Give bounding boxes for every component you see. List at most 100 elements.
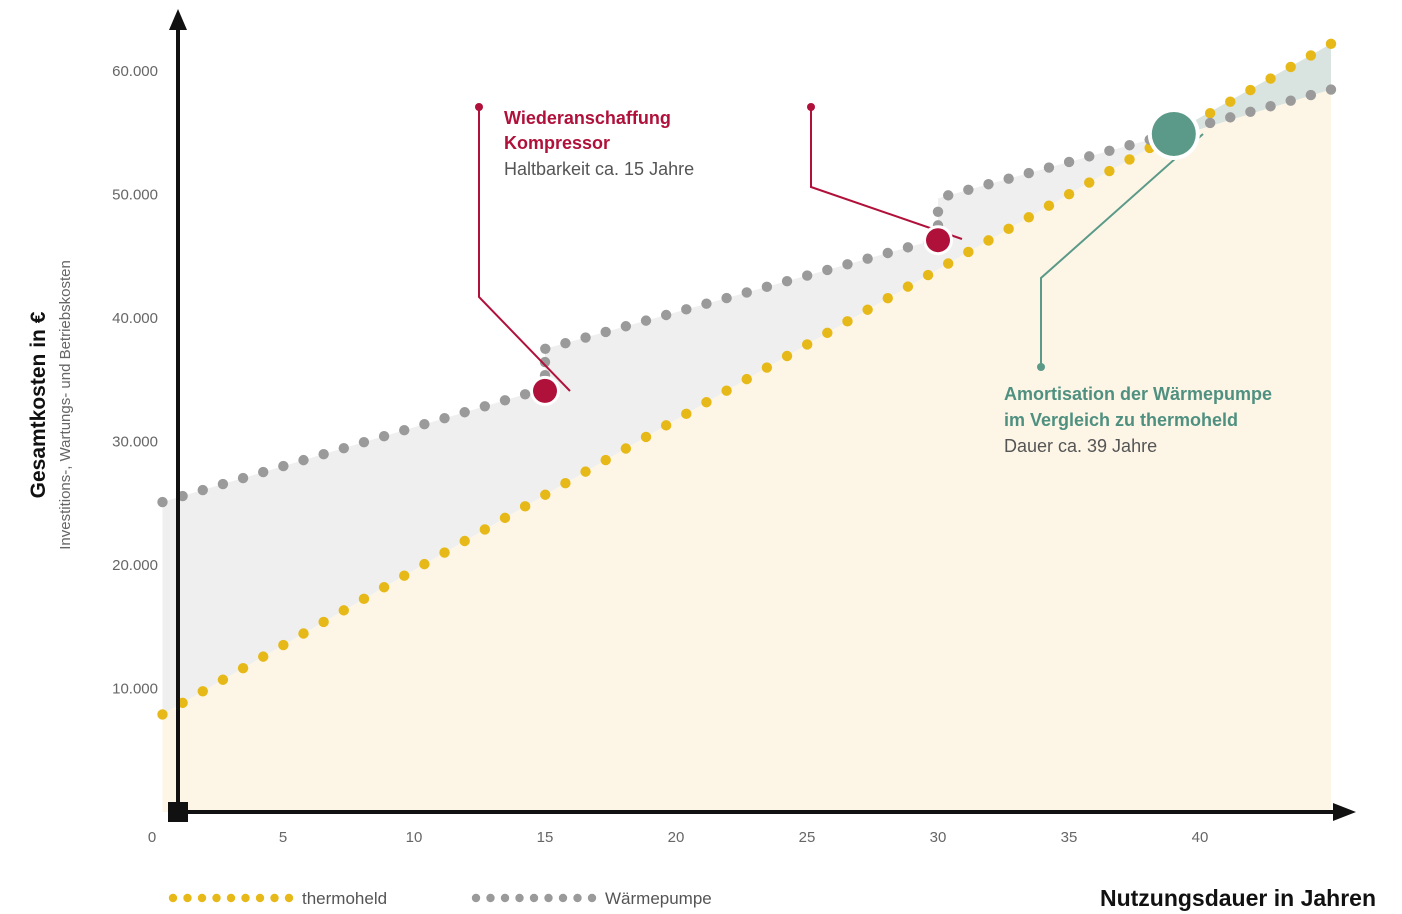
- thermoheld-point: [298, 628, 309, 639]
- y-axis-subtitle: Investitions-, Wartungs- und Betriebskos…: [57, 260, 74, 550]
- y-tick-label: 50.000: [112, 187, 158, 204]
- waermepumpe-point: [620, 321, 632, 332]
- annotation-amortisation-title-2: im Vergleich zu thermoheld: [1004, 410, 1238, 430]
- waermepumpe-point: [298, 454, 309, 466]
- thermoheld-point: [540, 489, 551, 500]
- annotation-amortisation-title-1: Amortisation der Wärmepumpe: [1004, 384, 1272, 404]
- thermoheld-legend-dot: [183, 893, 192, 903]
- thermoheld-point: [1305, 50, 1317, 61]
- leader-dot-amortisation: [1037, 363, 1045, 371]
- thermoheld-point: [1084, 177, 1095, 188]
- thermoheld-legend-dot: [270, 893, 279, 903]
- waermepumpe-point: [1225, 112, 1236, 123]
- waermepumpe-point: [560, 337, 571, 349]
- x-tick-label: 5: [279, 829, 287, 846]
- thermoheld-point: [580, 466, 591, 477]
- thermoheld-point: [177, 697, 188, 709]
- waermepumpe-jump-point: [932, 206, 944, 217]
- x-tick-label: 10: [406, 829, 423, 846]
- waermepumpe-point: [177, 490, 188, 502]
- leader-line-amortisation: [1040, 133, 1204, 367]
- waermepumpe-point: [1043, 162, 1055, 173]
- x-tick-label: 40: [1192, 829, 1209, 846]
- waermepumpe-point: [902, 242, 914, 253]
- waermepumpe-point: [358, 436, 370, 448]
- thermoheld-point: [358, 593, 370, 605]
- waermepumpe-point: [197, 484, 208, 496]
- legend-label-waermepumpe: Wärmepumpe: [605, 889, 712, 908]
- x-tick-label: 0: [148, 829, 156, 846]
- waermepumpe-point: [983, 179, 994, 190]
- thermoheld-point: [560, 477, 571, 489]
- waermepumpe-legend-dot: [587, 893, 597, 903]
- waermepumpe-point: [1124, 140, 1135, 151]
- waermepumpe-point: [499, 395, 511, 406]
- thermoheld-point: [1325, 38, 1337, 50]
- thermoheld-point: [197, 686, 208, 697]
- thermoheld-point: [1285, 61, 1296, 73]
- thermoheld-point: [1023, 212, 1034, 223]
- thermoheld-point: [1225, 96, 1236, 107]
- waermepumpe-point: [237, 472, 249, 484]
- thermoheld-point: [237, 662, 249, 674]
- x-tick-label: 35: [1061, 829, 1078, 846]
- thermoheld-point: [278, 639, 289, 651]
- y-tick-labels: 10.000 20.000 30.000 40.000 50.000 60.000: [112, 63, 158, 698]
- annotation-amortisation-line: [1037, 133, 1204, 371]
- thermoheld-point: [399, 570, 410, 581]
- waermepumpe-point: [1063, 156, 1075, 168]
- thermoheld-point: [943, 258, 954, 269]
- thermoheld-point: [862, 304, 873, 315]
- x-axis-title: Nutzungsdauer in Jahren: [1100, 885, 1376, 911]
- thermoheld-point: [1063, 188, 1075, 200]
- legend-swatch-waermepumpe: [471, 893, 597, 903]
- thermoheld-point: [519, 501, 531, 512]
- x-tick-label: 15: [537, 829, 554, 846]
- thermoheld-point: [922, 269, 934, 281]
- waermepumpe-legend-dot: [515, 893, 524, 903]
- thermoheld-point: [701, 397, 712, 408]
- thermoheld-legend-dot: [255, 893, 265, 903]
- waermepumpe-point: [640, 315, 652, 326]
- leader-line-30: [810, 107, 963, 240]
- thermoheld-point: [620, 443, 632, 454]
- amortisation-marker: [1151, 111, 1196, 156]
- waermepumpe-point: [1305, 89, 1317, 101]
- thermoheld-legend-dot: [197, 893, 207, 903]
- thermoheld-point: [660, 420, 672, 431]
- waermepumpe-point: [681, 304, 692, 315]
- waermepumpe-point: [479, 401, 491, 412]
- waermepumpe-point: [1245, 106, 1256, 118]
- thermoheld-point: [217, 674, 229, 685]
- annotation-kompressor-lines: [475, 103, 963, 392]
- y-tick-label: 20.000: [112, 557, 158, 574]
- waermepumpe-point: [943, 190, 954, 201]
- waermepumpe-point: [781, 275, 793, 287]
- axis-origin-square: [168, 802, 188, 822]
- y-axis-arrow: [169, 9, 187, 30]
- waermepumpe-point: [399, 425, 410, 436]
- thermoheld-legend-dot: [168, 893, 178, 903]
- thermoheld-point: [439, 547, 450, 558]
- waermepumpe-point: [540, 343, 551, 354]
- thermoheld-point: [1245, 84, 1256, 96]
- y-tick-label: 40.000: [112, 310, 158, 327]
- thermoheld-point: [983, 235, 994, 246]
- thermoheld-point: [842, 316, 853, 327]
- thermoheld-point: [479, 524, 491, 535]
- marker-layer: [530, 107, 1200, 406]
- thermoheld-point: [338, 605, 350, 616]
- waermepumpe-point: [580, 332, 591, 343]
- thermoheld-point: [781, 350, 793, 362]
- waermepumpe-point: [1084, 151, 1095, 162]
- thermoheld-legend-dot: [212, 893, 221, 903]
- waermepumpe-point: [963, 184, 974, 196]
- thermoheld-point: [157, 709, 168, 720]
- thermoheld-point: [902, 281, 914, 292]
- waermepumpe-point: [338, 442, 350, 454]
- leader-line-15: [478, 107, 571, 392]
- thermoheld-legend-dot: [241, 893, 250, 903]
- thermoheld-point: [1003, 223, 1014, 235]
- waermepumpe-legend-dot: [544, 893, 553, 903]
- thermoheld-point: [741, 373, 752, 385]
